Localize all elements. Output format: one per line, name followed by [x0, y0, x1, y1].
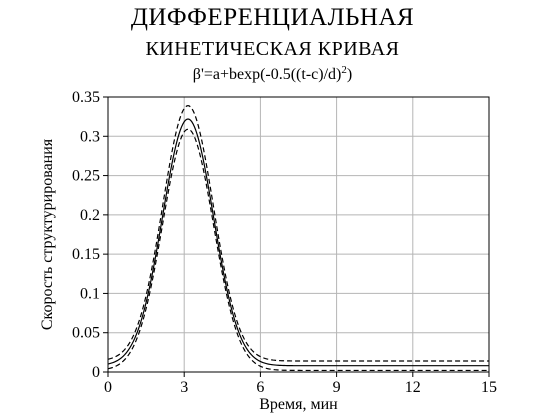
plot-frame — [107, 96, 490, 373]
formula-base: β'=a+bexp(-0.5((t-c)/d) — [192, 66, 342, 83]
y-tick-label: 0.35 — [72, 89, 100, 106]
x-tick-label: 6 — [256, 379, 264, 396]
y-tick-label: 0.25 — [72, 168, 100, 185]
y-tick-label: 0.2 — [80, 207, 100, 224]
x-tick-label: 9 — [333, 379, 341, 396]
confidence-bound-line — [107, 105, 489, 362]
y-axis-label: Скорость структурирования — [39, 138, 56, 330]
axis-ticks: 0 3 6 9 12 15 0 0.05 0.1 0.15 0.2 0.25 0.3 0.35 — [72, 89, 497, 396]
y-tick-label: 0.15 — [72, 246, 100, 263]
confidence-bound-line — [107, 128, 489, 372]
x-axis-label: Время, мин — [259, 396, 338, 413]
x-tick-label: 0 — [104, 379, 112, 396]
y-tick-label: 0.05 — [72, 325, 100, 342]
chart-formula: β'=a+bexp(-0.5((t-c)/d)2) — [0, 64, 545, 84]
formula-exponent: 2 — [341, 64, 347, 76]
fitted-curve-line — [107, 118, 489, 367]
chart-subtitle: КИНЕТИЧЕСКАЯ КРИВАЯ — [145, 38, 400, 60]
grid-lines — [108, 97, 489, 372]
y-tick-label: 0.3 — [80, 128, 100, 145]
chart-title: ДИФФЕРЕНЦИАЛЬНАЯ — [130, 4, 415, 31]
y-tick-label: 0 — [92, 364, 100, 381]
y-tick-label: 0.1 — [80, 285, 100, 302]
formula-close: ) — [346, 66, 353, 83]
x-tick-label: 3 — [180, 379, 188, 396]
x-tick-label: 15 — [481, 379, 497, 396]
x-tick-label: 12 — [405, 379, 421, 396]
curves — [107, 105, 489, 372]
